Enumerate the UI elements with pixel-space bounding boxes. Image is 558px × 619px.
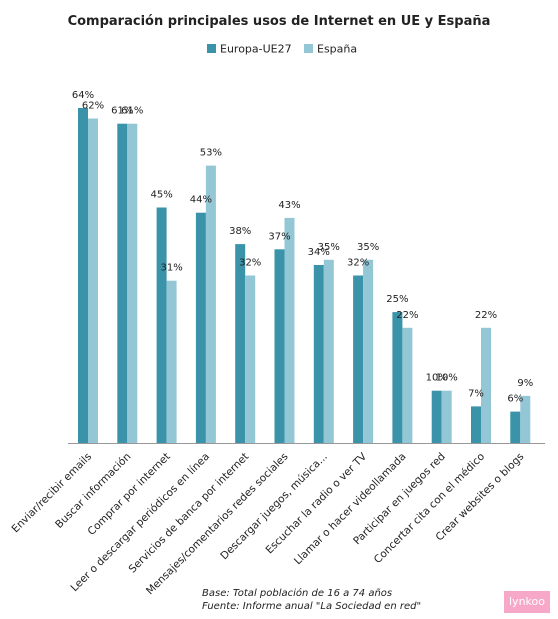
chart-title: Comparación principales usos de Internet… <box>68 14 491 29</box>
data-label-europa-2: 45% <box>150 190 172 201</box>
data-label-europa-5: 37% <box>268 231 290 242</box>
legend-swatch-europa <box>207 44 216 53</box>
data-label-espana-2: 31% <box>160 263 182 274</box>
x-tick-label-3: Leer o descargar periódicos en línea <box>69 451 212 594</box>
bar-europa-0 <box>78 108 88 443</box>
bar-europa-7 <box>353 275 364 443</box>
data-label-europa-8: 25% <box>386 294 408 305</box>
bar-espana-0 <box>88 118 98 443</box>
bar-espana-5 <box>284 217 295 443</box>
footnote-base: Base: Total población de 16 a 74 años <box>202 588 393 599</box>
bar-espana-7 <box>363 259 374 443</box>
data-label-europa-0: 64% <box>72 90 94 101</box>
data-label-group: 64%62% 61%61%45%31%44%53%38%32%37%43%34%3… <box>72 90 533 405</box>
data-label-espana-0: 62% <box>82 101 104 112</box>
data-label-espana-8: 22% <box>396 310 418 321</box>
bar-europa-5 <box>274 249 285 443</box>
x-tick-label-5: Mensajes/comentarios redes sociales <box>144 451 291 598</box>
bar-espana-8 <box>402 327 413 443</box>
bar-espana-10 <box>481 327 491 443</box>
data-label-europa-9: 10% <box>426 373 448 384</box>
bar-europa-4 <box>235 244 246 443</box>
bar-espana-9 <box>441 390 452 443</box>
data-label-europa-1: 61% <box>111 106 133 117</box>
bar-espana-3 <box>205 165 216 443</box>
bar-espana-4 <box>245 275 256 443</box>
bar-espana-2 <box>166 280 177 443</box>
data-label-espana-4: 32% <box>239 258 261 269</box>
data-label-europa-11: 6% <box>507 394 523 405</box>
bar-europa-9 <box>431 390 442 443</box>
bar-espana-6 <box>323 259 334 443</box>
x-tick-label-1: Buscar información <box>53 451 133 531</box>
data-label-espana-1: 61% <box>121 106 143 117</box>
data-label-europa-7: 32% <box>347 258 369 269</box>
legend-swatch-espana <box>304 44 313 53</box>
bar-europa-8 <box>392 312 403 443</box>
legend-label-espana: España <box>317 43 357 56</box>
data-label-europa-6: 34% <box>308 247 330 258</box>
footnote-source: Fuente: Informe anual "La Sociedad en re… <box>202 601 422 612</box>
bar-europa-6 <box>313 265 324 443</box>
data-label-espana-3: 53% <box>200 148 222 159</box>
bar-europa-1 <box>117 123 128 443</box>
data-label-espana-10: 22% <box>475 310 497 321</box>
bar-group <box>78 108 531 443</box>
legend: Europa-UE27 España <box>207 43 357 56</box>
data-label-espana-6: 35% <box>318 242 340 253</box>
legend-label-europa: Europa-UE27 <box>220 43 292 56</box>
data-label-europa-4: 38% <box>229 226 251 237</box>
bar-europa-10 <box>471 406 481 443</box>
bar-europa-3 <box>195 212 206 443</box>
data-label-europa-10: 7% <box>468 388 484 399</box>
bar-espana-1 <box>127 123 138 443</box>
data-label-espana-7: 35% <box>357 242 379 253</box>
data-label-espana-5: 43% <box>278 200 300 211</box>
bar-espana-11 <box>520 395 531 443</box>
data-label-espana-9: 10% <box>436 373 458 384</box>
bar-europa-2 <box>156 207 167 443</box>
data-label-europa-3: 44% <box>190 195 212 206</box>
data-label-espana-11: 9% <box>517 378 533 389</box>
bar-europa-11 <box>510 411 521 443</box>
brand-logo: lynkoo <box>504 591 550 613</box>
